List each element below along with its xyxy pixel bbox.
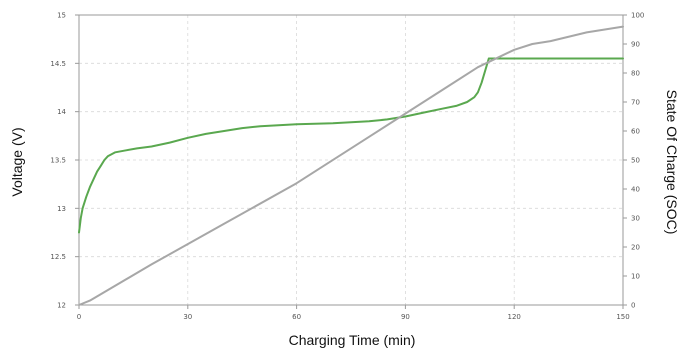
y2-tick-label: 80 — [631, 70, 640, 78]
y2-axis-label: State Of Charge (SOC) — [664, 90, 680, 235]
x-tick-label: 0 — [77, 313, 81, 321]
x-tick-label: 60 — [292, 313, 301, 321]
y2-tick-label: 50 — [631, 157, 640, 165]
y2-tick-label: 30 — [631, 215, 640, 223]
series-lines — [78, 25, 624, 306]
y2-tick-label: 60 — [631, 128, 640, 136]
grid-lines — [79, 15, 623, 305]
y-tick-label: 12 — [57, 302, 66, 310]
y-tick-label: 13.5 — [50, 157, 66, 165]
x-tick-label: 90 — [401, 313, 410, 321]
y2-tick-label: 40 — [631, 186, 640, 194]
y-tick-label: 14.5 — [50, 60, 66, 68]
y2-tick-label: 70 — [631, 99, 640, 107]
y2-tick-label: 100 — [631, 12, 644, 20]
y2-tick-label: 10 — [631, 273, 640, 281]
y2-tick-label: 90 — [631, 41, 640, 49]
y-tick-label: 12.5 — [50, 253, 66, 261]
plot-frame — [78, 14, 624, 306]
y2-tick-label: 0 — [631, 302, 635, 310]
axes — [75, 14, 627, 309]
y-tick-label: 15 — [57, 12, 66, 20]
x-tick-label: 120 — [508, 313, 521, 321]
x-axis-label: Charging Time (min) — [289, 332, 416, 348]
voltage-line — [78, 57, 624, 234]
x-tick-label: 150 — [616, 313, 629, 321]
y-tick-label: 14 — [57, 108, 66, 116]
y-tick-label: 13 — [57, 205, 66, 213]
x-tick-label: 30 — [183, 313, 192, 321]
soc-line — [78, 25, 624, 306]
y-axis-label: Voltage (V) — [9, 127, 25, 196]
y2-tick-label: 20 — [631, 244, 640, 252]
